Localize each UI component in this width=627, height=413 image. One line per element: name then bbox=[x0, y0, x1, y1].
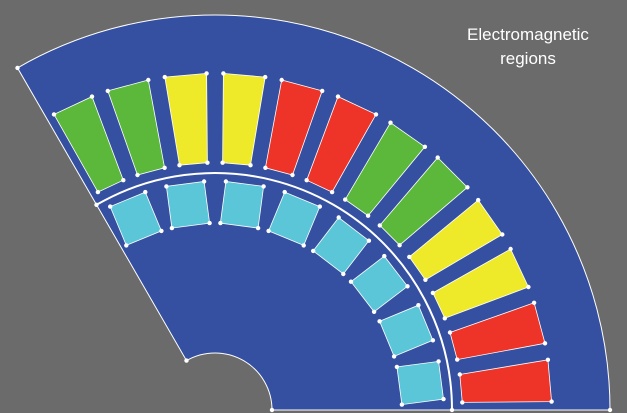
vertex-dot bbox=[105, 88, 111, 94]
vertex-dot bbox=[143, 189, 148, 195]
vertex-dot bbox=[164, 184, 169, 189]
vertex-dot bbox=[442, 316, 447, 321]
vertex-dot bbox=[545, 357, 551, 362]
vertex-dot bbox=[371, 309, 377, 314]
vertex-dot bbox=[121, 178, 126, 183]
vertex-dot bbox=[382, 253, 387, 259]
vertex-dot bbox=[159, 228, 164, 234]
vertex-dot bbox=[388, 120, 393, 125]
vertex-dot bbox=[508, 246, 513, 252]
vertex-dot bbox=[135, 172, 140, 178]
vertex-dot bbox=[377, 223, 382, 228]
vertex-dot bbox=[223, 179, 229, 184]
vertex-dot bbox=[146, 77, 151, 83]
vertex-dot bbox=[335, 94, 341, 99]
vertex-dot bbox=[607, 407, 613, 413]
vertex-dot bbox=[220, 160, 225, 165]
annotation-line: regions bbox=[500, 49, 556, 68]
vertex-dot bbox=[304, 178, 309, 183]
vertex-dot bbox=[263, 165, 268, 170]
vertex-dot bbox=[184, 358, 189, 363]
vertex-dot bbox=[365, 213, 371, 218]
vertex-dot bbox=[500, 232, 505, 237]
vertex-dot bbox=[162, 74, 167, 80]
vertex-dot bbox=[162, 165, 167, 170]
vertex-dot bbox=[336, 215, 341, 220]
rotor-magnet bbox=[396, 360, 444, 406]
vertex-dot bbox=[95, 189, 101, 195]
vertex-dot bbox=[341, 271, 346, 277]
vertex-dot bbox=[311, 248, 316, 254]
rotor-magnet bbox=[165, 181, 211, 229]
vertex-dot bbox=[329, 189, 335, 195]
vertex-dot bbox=[399, 402, 405, 407]
vertex-dot bbox=[460, 400, 465, 405]
vertex-dot bbox=[422, 144, 428, 149]
vertex-dot bbox=[261, 184, 266, 189]
vertex-dot bbox=[108, 204, 113, 209]
vertex-dot bbox=[391, 354, 397, 359]
vertex-dot bbox=[51, 112, 57, 117]
vertex-dot bbox=[430, 338, 436, 343]
vertex-dot bbox=[169, 225, 175, 231]
vertex-dot bbox=[449, 407, 455, 413]
vertex-dot bbox=[218, 220, 223, 226]
vertex-dot bbox=[205, 160, 210, 165]
vertex-dot bbox=[301, 243, 306, 248]
vertex-dot bbox=[542, 341, 548, 346]
vertex-dot bbox=[348, 279, 354, 284]
vertex-dot bbox=[248, 163, 253, 168]
vertex-dot bbox=[269, 407, 275, 413]
vertex-dot bbox=[455, 357, 460, 362]
vertex-dot bbox=[407, 254, 412, 260]
vertex-dot bbox=[204, 71, 209, 76]
vertex-dot bbox=[89, 94, 95, 99]
vertex-dot bbox=[476, 197, 481, 203]
vertex-dot bbox=[405, 284, 410, 289]
vertex-dot bbox=[435, 155, 440, 160]
vertex-dot bbox=[423, 277, 428, 282]
rotor-magnet bbox=[219, 181, 265, 229]
vertex-dot bbox=[221, 71, 226, 76]
vertex-dot bbox=[373, 112, 379, 117]
vertex-dot bbox=[94, 202, 99, 207]
air-gap bbox=[96, 172, 453, 411]
vertex-dot bbox=[377, 319, 382, 324]
geometry bbox=[15, 14, 613, 413]
vertex-dot bbox=[255, 225, 261, 231]
vertex-dot bbox=[416, 303, 421, 308]
vertex-dot bbox=[447, 330, 453, 335]
vertex-dot bbox=[366, 238, 372, 243]
vertex-dot bbox=[526, 284, 531, 290]
vertex-dot bbox=[436, 359, 441, 364]
vertex-dot bbox=[465, 185, 470, 190]
vertex-dot bbox=[279, 77, 284, 83]
vertex-dot bbox=[266, 228, 271, 234]
vertex-dot bbox=[177, 163, 182, 168]
vertex-dot bbox=[282, 189, 287, 195]
vertex-dot bbox=[15, 65, 20, 71]
annotation-line: Electromagnetic bbox=[467, 25, 589, 44]
vertex-dot bbox=[549, 399, 554, 404]
vertex-dot bbox=[394, 364, 400, 370]
vertex-dot bbox=[317, 204, 322, 209]
vertex-dot bbox=[207, 220, 212, 226]
vertex-dot bbox=[430, 290, 436, 296]
vertex-dot bbox=[397, 243, 402, 248]
vertex-dot bbox=[290, 172, 295, 178]
vertex-dot bbox=[441, 396, 446, 402]
vertex-dot bbox=[457, 372, 462, 377]
vertex-dot bbox=[201, 179, 207, 184]
vertex-dot bbox=[531, 300, 537, 305]
vertex-dot bbox=[263, 74, 268, 80]
vertex-dot bbox=[320, 88, 325, 94]
vertex-dot bbox=[343, 197, 348, 202]
vertex-dot bbox=[124, 243, 129, 248]
